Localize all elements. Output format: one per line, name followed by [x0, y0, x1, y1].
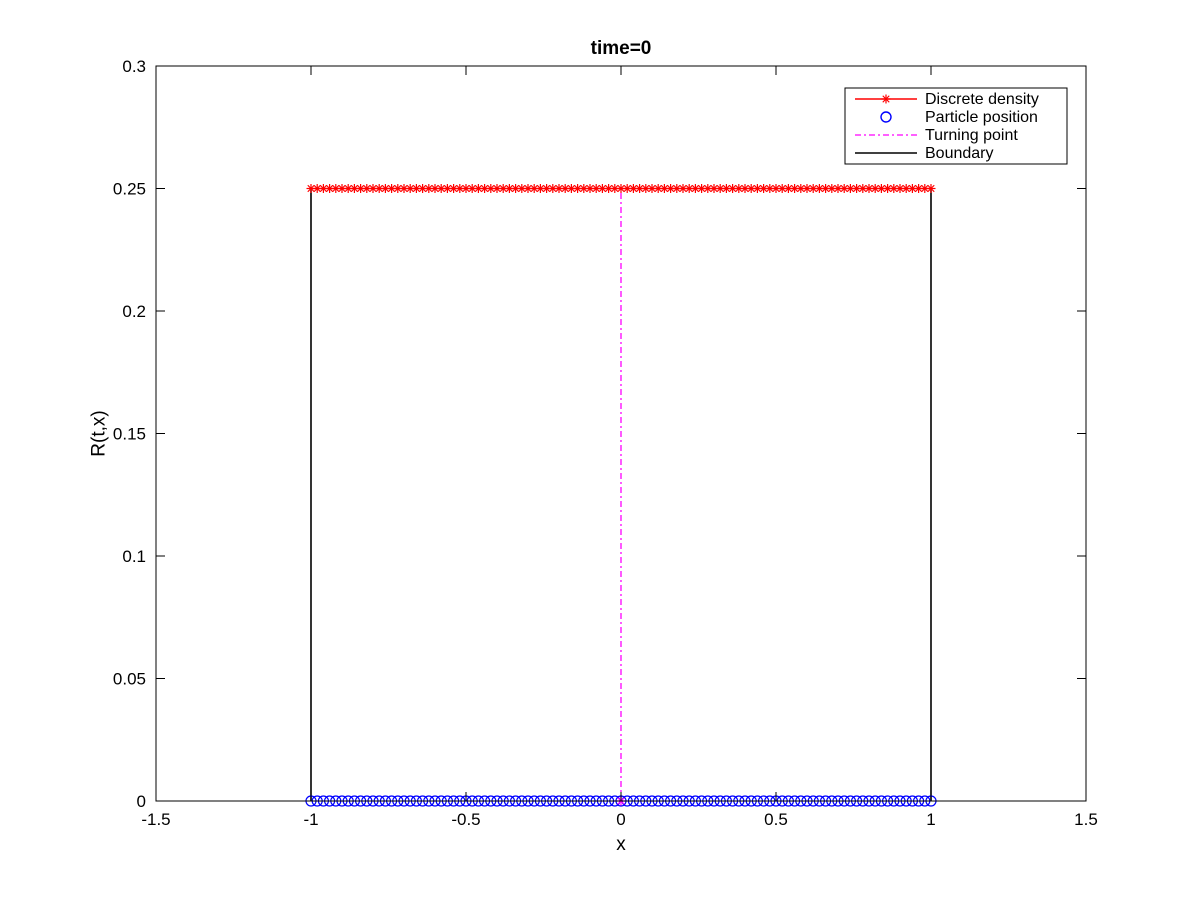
legend-item-particle: Particle position: [880, 109, 1038, 126]
legend-marker: [881, 94, 891, 104]
density-point: [821, 184, 831, 193]
density-point: [777, 184, 787, 193]
y-axis-title: R(t,x): [89, 410, 110, 456]
density-point: [690, 184, 700, 193]
legend-label: Particle position: [925, 109, 1038, 126]
x-tick-label: -1.5: [141, 810, 170, 829]
density-point: [467, 184, 477, 193]
x-tick-label: 1: [926, 810, 935, 829]
x-tick-label: 0.5: [764, 810, 788, 829]
legend-item-boundary: Boundary: [855, 145, 994, 162]
density-point: [703, 184, 713, 193]
y-tick-label: 0.3: [122, 57, 146, 76]
density-point: [876, 184, 886, 193]
density-point: [864, 184, 874, 193]
density-point: [740, 184, 750, 193]
density-point: [542, 184, 552, 193]
density-point: [492, 184, 502, 193]
legend-box: [844, 87, 1068, 165]
density-point: [678, 184, 688, 193]
y-tick-label: 0.1: [122, 547, 146, 566]
y-tick-label: 0.15: [113, 425, 146, 444]
density-point: [926, 184, 936, 193]
density-point: [585, 184, 595, 193]
density-point: [920, 184, 930, 193]
density-point: [325, 184, 335, 193]
density-point: [399, 184, 409, 193]
legend-item-turning-point: Turning point: [855, 127, 1018, 144]
density-point: [610, 184, 620, 193]
density-point: [504, 184, 514, 193]
density-markers: [306, 184, 936, 193]
density-point: [895, 184, 905, 193]
y-tick-label: 0.05: [113, 670, 146, 689]
x-tick-label: 1.5: [1074, 810, 1098, 829]
y-tick-label: 0.2: [122, 302, 146, 321]
legend-label: Boundary: [925, 145, 994, 162]
y-tick-label: 0: [137, 792, 146, 811]
density-point: [796, 184, 806, 193]
density-point: [573, 184, 583, 193]
x-tick-label: -0.5: [451, 810, 480, 829]
legend-label: Turning point: [925, 127, 1018, 144]
density-point: [752, 184, 762, 193]
y-tick-label: 0.25: [113, 180, 146, 199]
legend-marker: [880, 111, 892, 123]
chart-title: time=0: [591, 38, 652, 59]
density-point: [380, 184, 390, 193]
density-point: [901, 184, 911, 193]
x-tick-label: 0: [616, 810, 625, 829]
density-point: [790, 184, 800, 193]
density-point: [349, 184, 359, 193]
x-tick-label: -1: [303, 810, 318, 829]
density-point: [554, 184, 564, 193]
legend-label: Discrete density: [925, 91, 1039, 108]
density-point: [721, 184, 731, 193]
density-point: [870, 184, 880, 193]
legend-item-density: Discrete density: [855, 91, 1039, 108]
axis-ticks: -1.5 -1 -0.5 0 0.5 1 1.5 0 0.05 0.1 0.15 0.2 0.25 0.3: [113, 57, 1098, 829]
x-axis-title: x: [616, 834, 626, 855]
density-point: [318, 184, 328, 193]
density-point: [498, 184, 508, 193]
density-point: [306, 184, 316, 193]
